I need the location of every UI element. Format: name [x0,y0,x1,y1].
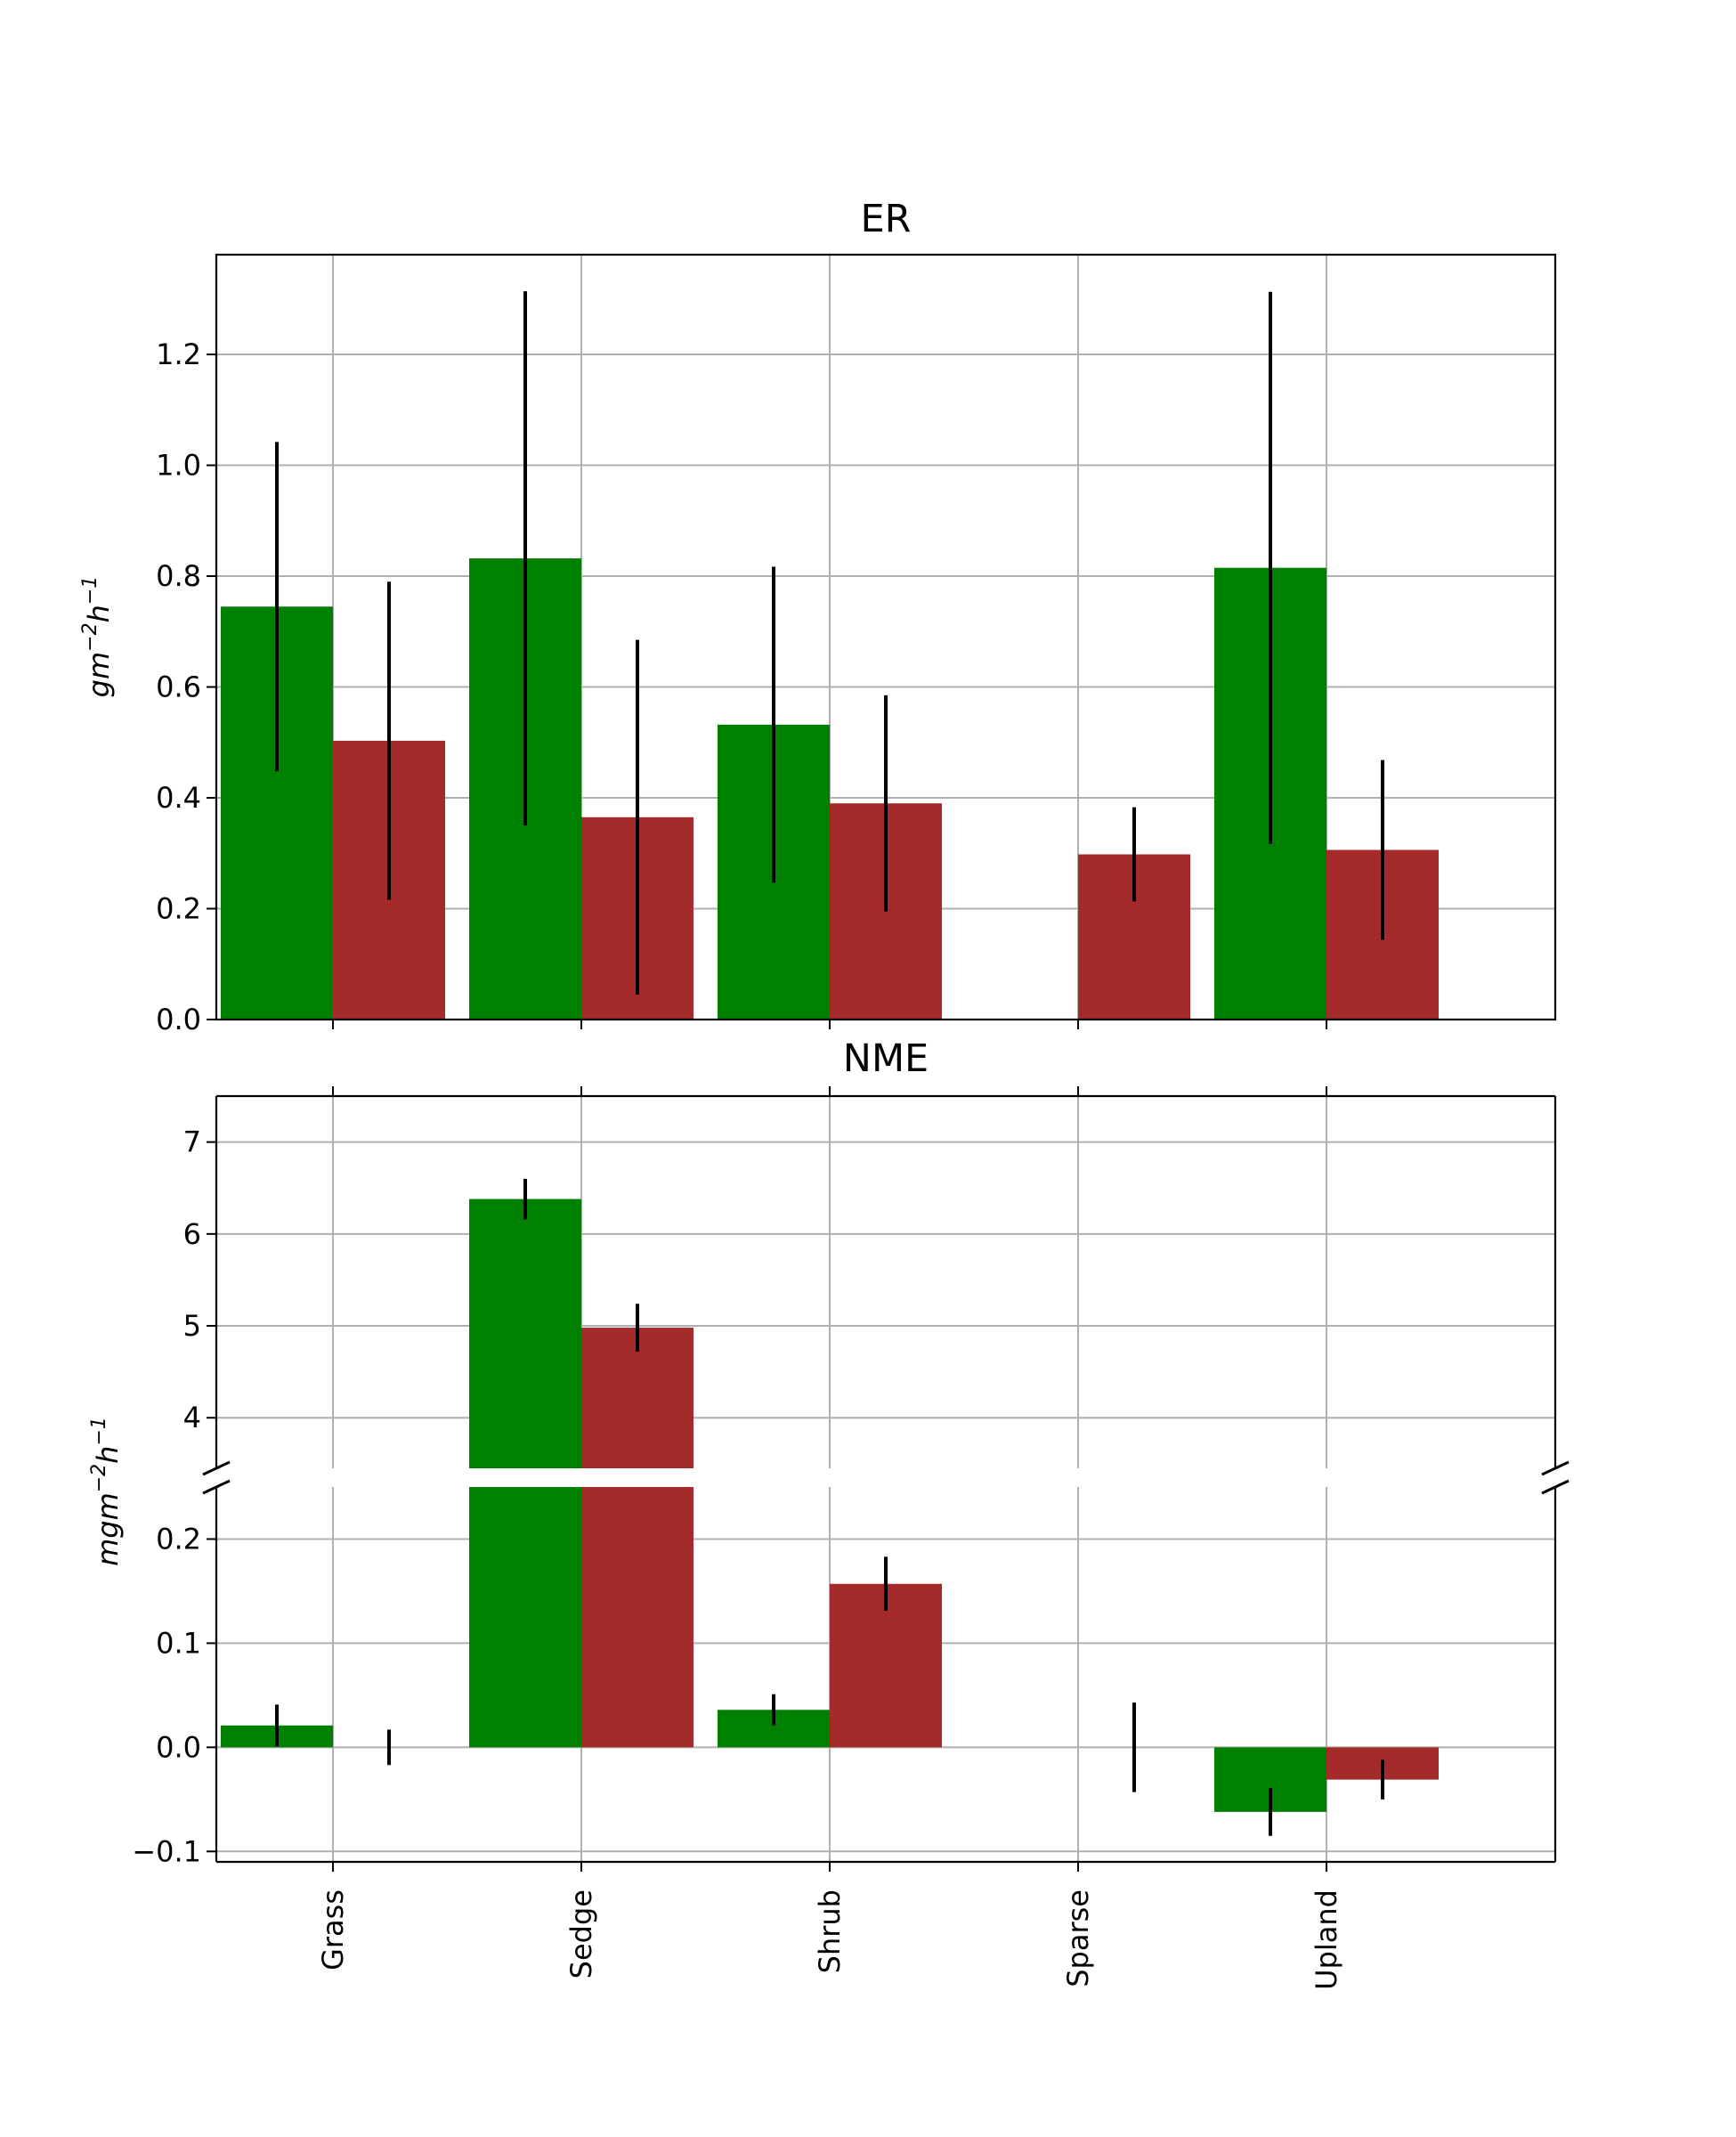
axis-break-mark [1541,1479,1570,1495]
er-panel: 0.0 0.2 0.4 0.6 0.8 1.0 1.2 ER gm−2h−1 [79,197,1557,1036]
category-tick-label: Grass [316,1889,350,1970]
nme-bar-lower-segment [581,1487,694,1748]
category-tick-label: Sedge [564,1889,598,1979]
nme-error-bars [275,1178,1384,1836]
er-axes-frame [215,253,1557,1021]
nme-y-tick-label: 6 [183,1217,201,1251]
axis-break-mark [1541,1460,1570,1476]
nme-title: NME [843,1036,929,1081]
nme-panel: 4 5 6 7 −0.1 0.0 0.1 0.2 NME mgm−2h−1 [88,1036,1570,1872]
nme-axis-break-marks [202,1460,1570,1495]
nme-bar [830,1583,942,1748]
er-y-label-mid: h [82,605,116,622]
nme-bar [469,1199,581,1468]
er-ticks: 0.0 0.2 0.4 0.6 0.8 1.0 1.2 [156,337,1327,1036]
er-y-tick-label: 0.0 [156,1003,201,1036]
er-y-tick-label: 0.6 [156,670,201,704]
er-y-tick-label: 1.2 [156,337,201,371]
nme-y-tick-label: 0.0 [156,1730,201,1764]
category-tick-label: Sparse [1061,1889,1095,1987]
er-y-label-exponent-2: −1 [79,576,101,605]
nme-y-label-mid: h [91,1446,125,1464]
er-y-tick-label: 0.2 [156,892,201,926]
er-bars [221,558,1439,1020]
er-error-bars [275,291,1384,995]
category-tick-label: Upland [1310,1889,1343,1990]
nme-y-tick-label: 5 [183,1309,201,1343]
er-y-axis-label: gm−2h−1 [79,576,116,698]
nme-bars [221,1199,1439,1812]
nme-y-tick-label: 0.1 [156,1626,201,1660]
nme-axes-frame [215,1094,1557,1864]
nme-y-tick-label: 7 [183,1125,201,1159]
er-y-label-base: gm [82,652,116,697]
category-tick-label: Shrub [813,1889,847,1973]
er-y-tick-label: 0.4 [156,781,201,815]
nme-y-tick-label: −0.1 [132,1834,201,1868]
nme-bar-lower-segment [469,1487,581,1748]
nme-y-label-base: mgm [91,1492,125,1566]
er-y-tick-label: 0.8 [156,559,201,593]
axis-break-mark [202,1460,231,1476]
er-y-tick-label: 1.0 [156,449,201,483]
nme-y-axis-label: mgm−2h−1 [88,1417,125,1566]
er-y-label-exponent-1: −2 [79,622,101,651]
nme-y-tick-label: 4 [183,1401,201,1434]
nme-y-label-exponent-2: −1 [88,1417,110,1445]
category-tick-labels: Grass Sedge Shrub Sparse Upland [316,1889,1343,1990]
axis-break-mark [202,1479,231,1495]
er-title: ER [860,197,911,241]
nme-y-label-exponent-1: −2 [88,1464,110,1492]
nme-y-tick-label: 0.2 [156,1522,201,1556]
nme-ticks: 4 5 6 7 −0.1 0.0 0.1 0.2 [132,1086,1327,1872]
